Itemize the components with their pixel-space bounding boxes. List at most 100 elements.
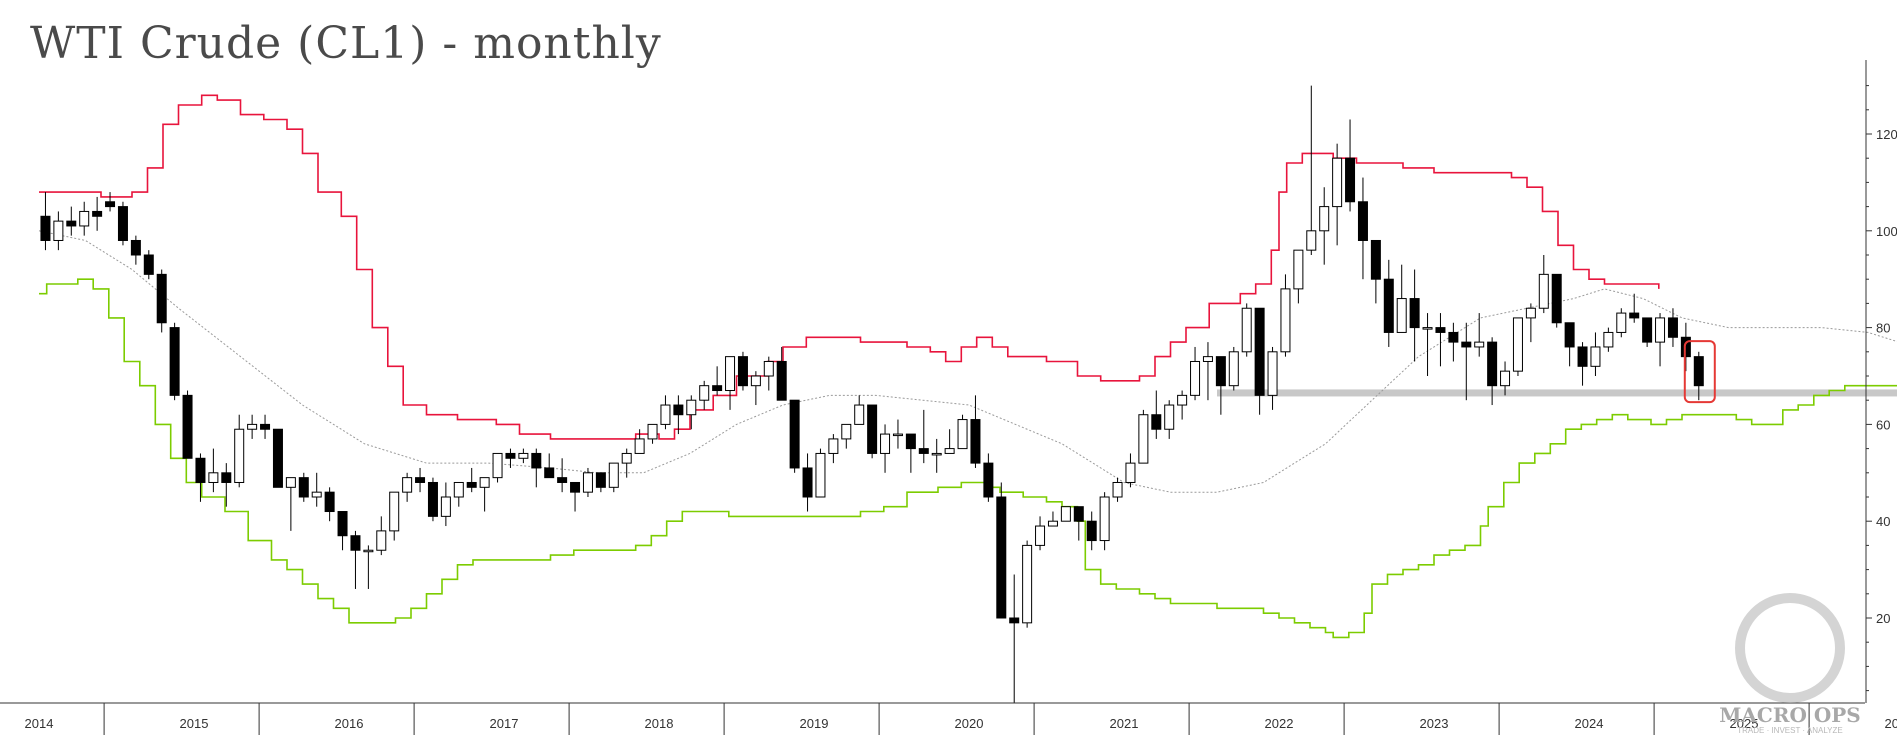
candle-body: [1215, 356, 1226, 387]
candle-body: [1487, 341, 1498, 387]
candle: [260, 414, 271, 439]
candle-body: [1616, 312, 1627, 333]
candle-body: [544, 467, 555, 479]
candle: [1009, 574, 1020, 703]
candle-body: [1370, 239, 1381, 280]
candle-body: [182, 394, 193, 459]
candle-body: [79, 210, 90, 227]
candle: [647, 423, 658, 444]
candle-body: [1603, 331, 1614, 348]
candle: [1332, 143, 1343, 246]
candle: [1629, 293, 1640, 323]
candle: [1022, 540, 1033, 628]
candle-body: [427, 481, 438, 517]
candle-body: [737, 356, 748, 387]
x-tick-label: 2015: [180, 716, 209, 731]
x-tick-label: 2022: [1265, 716, 1294, 731]
candle: [1073, 506, 1084, 541]
candle-body: [1125, 462, 1136, 483]
candle-body: [802, 467, 813, 498]
candle-body: [1190, 360, 1201, 396]
candle: [1151, 390, 1162, 439]
candle-body: [750, 375, 761, 387]
candle-body: [1306, 230, 1317, 251]
candle: [1241, 303, 1252, 357]
candle: [1616, 308, 1627, 338]
candle: [1306, 85, 1317, 255]
candle: [918, 409, 929, 464]
candle-body: [828, 438, 839, 454]
candle: [595, 472, 606, 493]
candle-body: [1448, 331, 1459, 343]
candle-body: [1267, 351, 1278, 396]
logo-ring: [1735, 593, 1845, 703]
candle-body: [311, 491, 322, 498]
moving-average-layer: [38, 230, 1897, 493]
candle: [1086, 511, 1097, 551]
candle-body: [970, 419, 981, 464]
candle: [350, 530, 361, 589]
candle-body: [415, 477, 426, 483]
upper-band-line: [39, 94, 1660, 440]
candle: [841, 423, 852, 449]
candle: [725, 356, 736, 410]
candles-layer: [40, 85, 1704, 703]
candle-body: [557, 477, 568, 483]
candle-body: [402, 477, 413, 493]
candle-body: [1525, 307, 1536, 319]
candle-body: [815, 452, 826, 498]
candle: [582, 467, 593, 497]
lower-band-line: [39, 278, 1897, 639]
candle: [1667, 308, 1678, 347]
candle: [1345, 119, 1356, 212]
candle-body: [505, 452, 516, 459]
candle-body: [1357, 201, 1368, 241]
candle-body: [1345, 157, 1356, 203]
candle-body: [324, 491, 335, 513]
candle-body: [686, 399, 697, 416]
candle: [40, 192, 51, 251]
candle-body: [1435, 327, 1446, 333]
candle: [531, 448, 542, 488]
y-tick-label: 120: [1876, 127, 1897, 142]
candle: [1319, 187, 1330, 265]
candle-body: [376, 530, 387, 551]
candle-body: [1396, 298, 1407, 333]
x-tick-label: 2016: [335, 716, 364, 731]
candle-body: [673, 404, 684, 416]
candle: [905, 433, 916, 473]
candle-body: [1590, 346, 1601, 367]
candle: [156, 269, 167, 333]
candle-body: [518, 452, 529, 459]
candle: [466, 467, 477, 493]
candle-body: [208, 472, 219, 483]
candle-body: [996, 496, 1007, 619]
candle: [737, 351, 748, 391]
candle: [117, 201, 128, 246]
candle: [285, 477, 296, 531]
candle-body: [1642, 317, 1653, 343]
y-tick-label: 40: [1876, 514, 1890, 529]
candle-body: [570, 481, 581, 493]
y-tick-label: 60: [1876, 417, 1890, 432]
x-tick-label: 2014: [25, 716, 54, 731]
candle-body: [143, 254, 154, 275]
candle-body: [1538, 273, 1549, 309]
candle: [130, 235, 141, 265]
candle-body: [130, 239, 141, 256]
candle-body: [1022, 544, 1033, 624]
candle-body: [1680, 336, 1691, 358]
y-axis: 20 40 60 80 100 120: [1865, 60, 1897, 703]
candle-body: [117, 206, 128, 241]
candle: [699, 380, 710, 410]
candle-body: [156, 273, 167, 324]
candle: [376, 516, 387, 556]
candle: [996, 482, 1007, 619]
candle: [363, 545, 374, 589]
candle-body: [221, 472, 232, 483]
candle: [660, 395, 671, 430]
candle: [1370, 239, 1381, 304]
highlight-layer: [1683, 340, 1716, 404]
candle-body: [234, 428, 245, 483]
candle: [1538, 255, 1549, 314]
